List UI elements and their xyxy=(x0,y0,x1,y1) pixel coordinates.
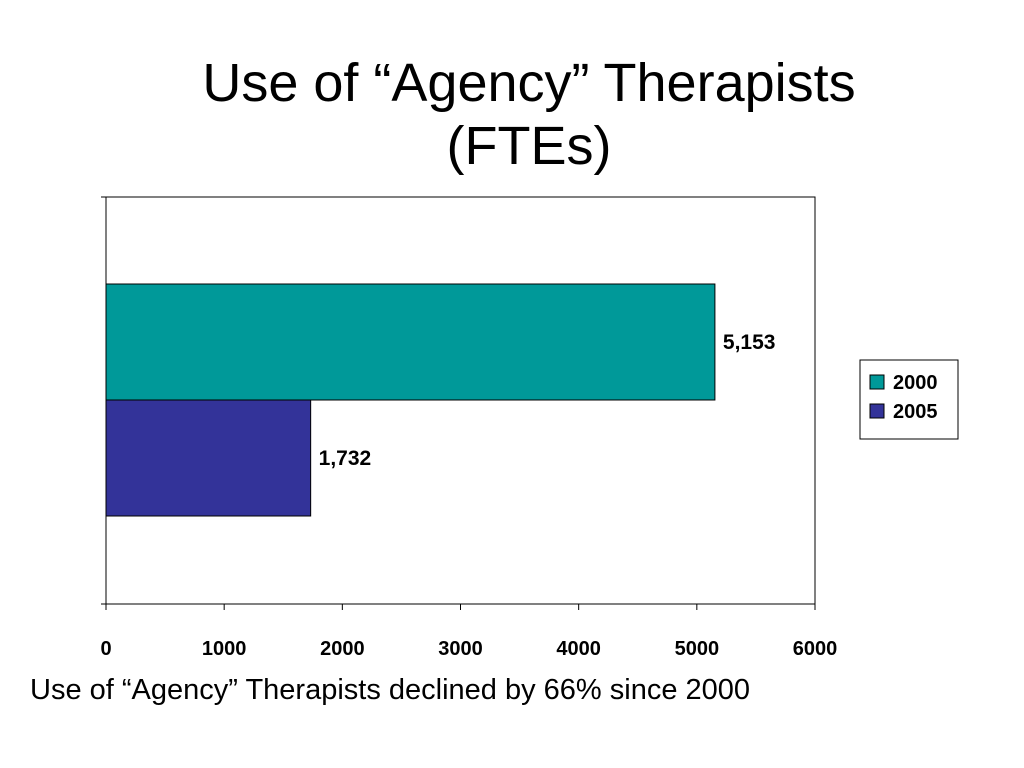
x-tick-label-2000: 2000 xyxy=(320,638,365,660)
data-label-2000: 5,153 xyxy=(723,331,776,354)
x-tick-label-5000: 5000 xyxy=(675,638,720,660)
legend-label-2005: 2005 xyxy=(893,401,938,423)
bar-2005 xyxy=(105,399,312,517)
x-tick-label-1000: 1000 xyxy=(202,638,247,660)
title-line-2: (FTEs) xyxy=(446,116,612,176)
chart-caption: Use of “Agency” Therapists declined by 6… xyxy=(30,674,751,706)
legend-swatch-2005 xyxy=(869,403,885,419)
bar-2000 xyxy=(105,283,716,401)
legend-swatch-2000 xyxy=(869,374,885,390)
x-tick-label-4000: 4000 xyxy=(556,638,601,660)
x-tick-label-0: 0 xyxy=(100,638,111,660)
data-label-2005: 1,732 xyxy=(319,447,372,470)
title-line-1: Use of “Agency” Therapists xyxy=(202,53,856,113)
page-title: Use of “Agency” Therapists (FTEs) xyxy=(0,52,1024,178)
legend xyxy=(859,359,959,440)
x-tick-label-3000: 3000 xyxy=(438,638,483,660)
legend-label-2000: 2000 xyxy=(893,372,938,394)
x-tick-label-6000: 6000 xyxy=(793,638,838,660)
